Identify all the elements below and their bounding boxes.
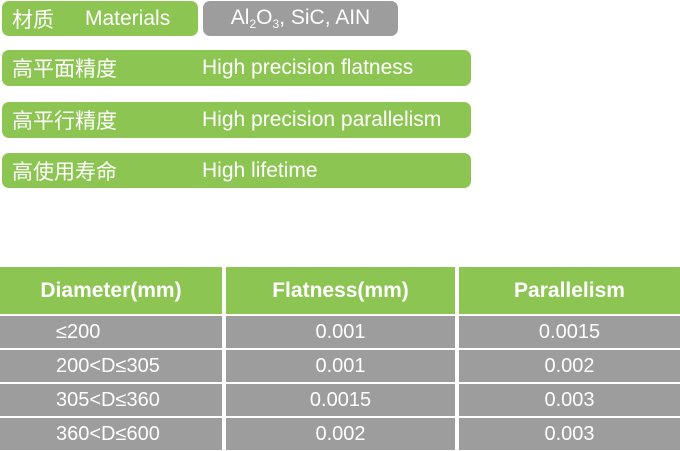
table-cell: ≤200 [0,316,222,348]
table-cell: 305<D≤360 [0,384,222,416]
table-cell: 0.001 [226,316,455,348]
table-header: Diameter(mm) [0,267,222,314]
material-en: Materials [85,6,171,30]
table-cell: 0.003 [459,384,680,416]
table-cell: 360<D≤600 [0,418,222,450]
feature-cn: 高平面精度 [12,58,117,81]
table-header: Flatness(mm) [226,267,455,314]
material-cn: 材质 [12,8,54,32]
feature-en: High precision parallelism [202,108,442,131]
table-cell: 0.002 [226,418,455,450]
feature-lifetime: 高使用寿命 High lifetime [2,153,471,188]
table-header: Parallelism [459,267,680,314]
table-cell: 0.002 [459,350,680,382]
table-cell: 200<D≤305 [0,350,222,382]
feature-en: High precision flatness [202,56,414,79]
material-value-box: Al2O3, SiC, AIN [203,1,398,36]
feature-flatness: 高平面精度 High precision flatness [2,50,471,86]
table-cell: 0.0015 [226,384,455,416]
feature-cn: 高平行精度 [12,110,117,133]
table-cell: 0.001 [226,350,455,382]
material-value: Al2O3, SiC, AIN [230,6,371,31]
feature-en: High lifetime [202,158,318,182]
table-cell: 0.0015 [459,316,680,348]
material-label-box: 材质 Materials [2,1,198,36]
feature-cn: 高使用寿命 [12,160,117,184]
table-cell: 0.003 [459,418,680,450]
feature-parallelism: 高平行精度 High precision parallelism [2,102,471,138]
